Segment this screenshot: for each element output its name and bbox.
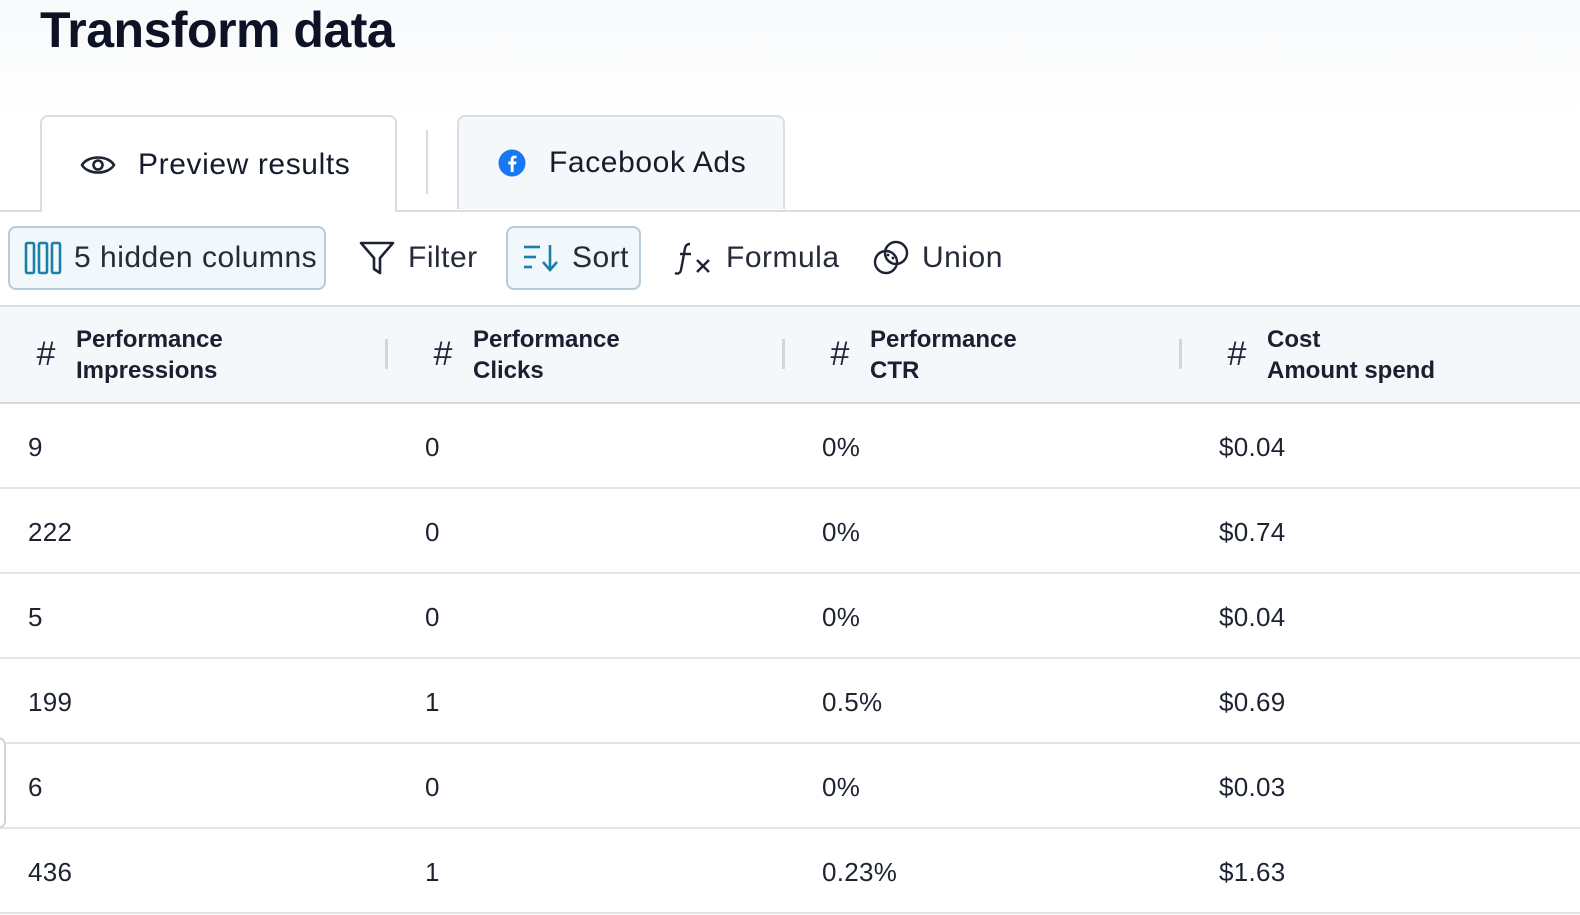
cell-amount-spend[interactable]: $0.69 xyxy=(1219,687,1286,717)
union-icon xyxy=(872,239,910,277)
sort-button[interactable]: Sort xyxy=(506,226,641,290)
filter-label: Filter xyxy=(408,241,478,274)
column-header-ctr[interactable]: # Performance CTR xyxy=(820,307,1017,402)
header-line-1: Performance xyxy=(76,325,223,353)
cell-clicks[interactable]: 1 xyxy=(425,687,440,717)
cell-amount-spend[interactable]: $0.04 xyxy=(1219,602,1286,632)
cell-impressions[interactable]: 199 xyxy=(28,687,73,717)
header-background xyxy=(0,0,1580,115)
header-line-2: Clicks xyxy=(473,356,544,384)
table-row: 9 0 0% $0.04 xyxy=(0,404,1580,489)
column-header-label: Performance Impressions xyxy=(76,324,223,386)
hidden-columns-label: 5 hidden columns xyxy=(74,241,318,274)
union-label: Union xyxy=(922,241,1003,274)
cell-ctr[interactable]: 0% xyxy=(822,517,861,547)
column-resize-handle[interactable] xyxy=(782,339,785,369)
header-line-1: Cost xyxy=(1267,325,1321,353)
tab-label: Facebook Ads xyxy=(549,146,747,179)
column-header-impressions[interactable]: # Performance Impressions xyxy=(26,307,223,402)
cell-clicks[interactable]: 0 xyxy=(425,432,440,462)
table-body: 9 0 0% $0.04 222 0 0% $0.74 5 0 0% $0.04… xyxy=(0,404,1580,914)
formula-icon xyxy=(674,240,714,276)
cell-clicks[interactable]: 0 xyxy=(425,517,440,547)
tab-preview-results[interactable]: Preview results xyxy=(40,115,397,212)
page-title: Transform data xyxy=(40,2,395,58)
filter-icon xyxy=(358,239,396,277)
column-header-label: Performance Clicks xyxy=(473,324,620,386)
cell-clicks[interactable]: 1 xyxy=(425,857,440,887)
cell-ctr[interactable]: 0% xyxy=(822,602,861,632)
header-line-1: Performance xyxy=(473,325,620,353)
filter-button[interactable]: Filter xyxy=(354,226,478,290)
sort-icon xyxy=(522,243,560,273)
table-row: 222 0 0% $0.74 xyxy=(0,489,1580,574)
columns-icon xyxy=(24,241,62,275)
cell-impressions[interactable]: 5 xyxy=(28,602,43,632)
cell-amount-spend[interactable]: $0.04 xyxy=(1219,432,1286,462)
formula-label: Formula xyxy=(726,241,840,274)
tab-divider xyxy=(426,130,428,194)
cell-ctr[interactable]: 0% xyxy=(822,432,861,462)
toolbar: 5 hidden columns Filter Sort Formula Uni… xyxy=(0,210,1580,307)
header-line-2: Amount spend xyxy=(1267,356,1435,384)
cell-clicks[interactable]: 0 xyxy=(425,602,440,632)
header-line-1: Performance xyxy=(870,325,1017,353)
header-line-2: Impressions xyxy=(76,356,218,384)
tab-bar: Preview results Facebook Ads xyxy=(0,115,1580,212)
column-header-clicks[interactable]: # Performance Clicks xyxy=(423,307,620,402)
cell-amount-spend[interactable]: $0.03 xyxy=(1219,772,1286,802)
union-button[interactable]: Union xyxy=(870,226,1003,290)
cell-ctr[interactable]: 0% xyxy=(822,772,861,802)
header-line-2: CTR xyxy=(870,356,920,384)
eye-icon xyxy=(80,153,116,177)
column-header-amount-spend[interactable]: # Cost Amount spend xyxy=(1217,307,1435,402)
cell-clicks[interactable]: 0 xyxy=(425,772,440,802)
column-header-label: Cost Amount spend xyxy=(1267,324,1435,386)
cell-ctr[interactable]: 0.5% xyxy=(822,687,883,717)
tab-label: Preview results xyxy=(138,147,351,181)
table-header: # Performance Impressions # Performance … xyxy=(0,307,1580,404)
table-row: 436 1 0.23% $1.63 xyxy=(0,829,1580,914)
table-row: 199 1 0.5% $0.69 xyxy=(0,659,1580,744)
cell-impressions[interactable]: 6 xyxy=(28,772,43,802)
cell-impressions[interactable]: 436 xyxy=(28,857,73,887)
number-type-icon: # xyxy=(433,335,453,373)
formula-button[interactable]: Formula xyxy=(670,226,840,290)
table-row: 6 0 0% $0.03 xyxy=(0,744,1580,829)
cell-ctr[interactable]: 0.23% xyxy=(822,857,898,887)
hidden-columns-button[interactable]: 5 hidden columns xyxy=(8,226,326,290)
row-selection-handle[interactable] xyxy=(0,737,6,829)
column-resize-handle[interactable] xyxy=(1179,339,1182,369)
cell-amount-spend[interactable]: $0.74 xyxy=(1219,517,1286,547)
sort-label: Sort xyxy=(572,241,630,274)
table-row: 5 0 0% $0.04 xyxy=(0,574,1580,659)
facebook-icon xyxy=(497,148,527,178)
number-type-icon: # xyxy=(830,335,850,373)
cell-amount-spend[interactable]: $1.63 xyxy=(1219,857,1286,887)
number-type-icon: # xyxy=(36,335,56,373)
column-resize-handle[interactable] xyxy=(385,339,388,369)
cell-impressions[interactable]: 222 xyxy=(28,517,73,547)
cell-impressions[interactable]: 9 xyxy=(28,432,43,462)
tab-facebook-ads[interactable]: Facebook Ads xyxy=(457,115,785,209)
column-header-label: Performance CTR xyxy=(870,324,1017,386)
number-type-icon: # xyxy=(1227,335,1247,373)
